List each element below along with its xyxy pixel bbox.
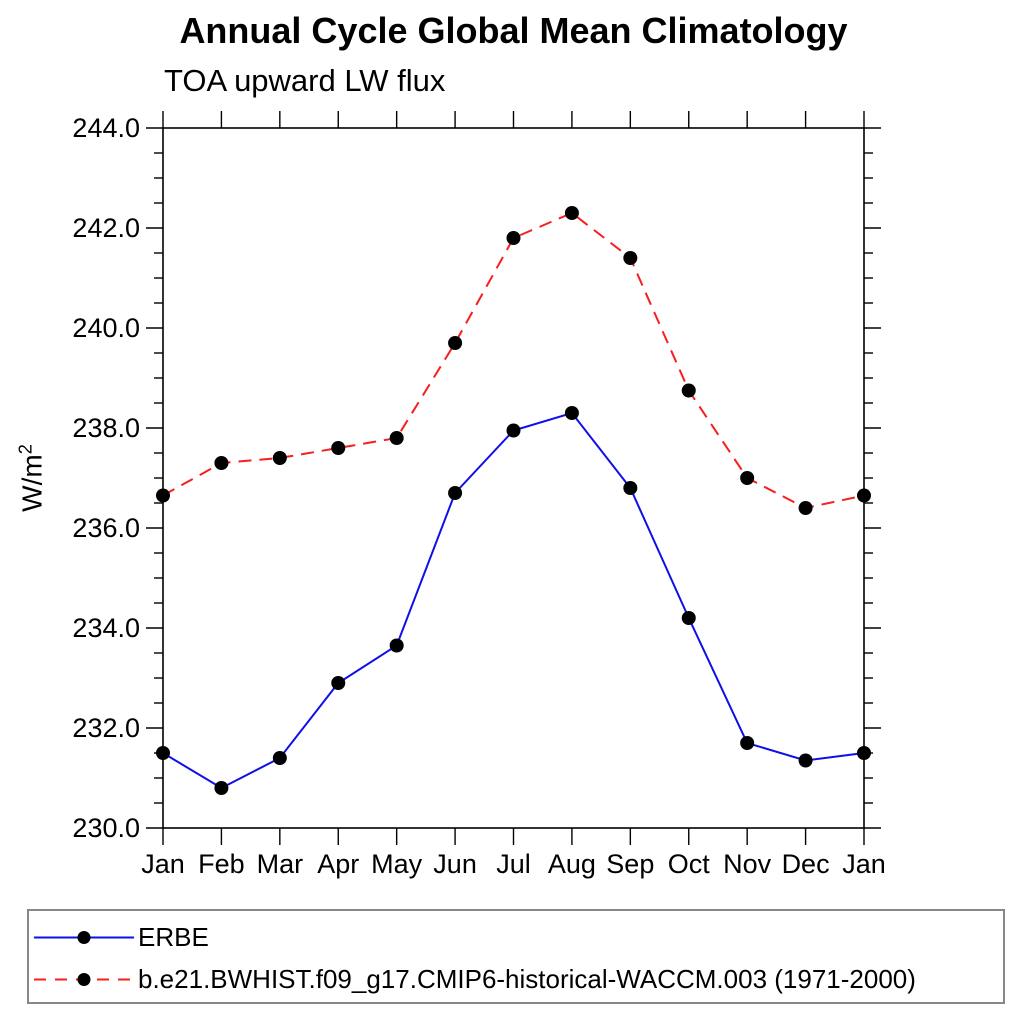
data-point-marker [448,336,463,350]
data-point-marker [506,423,521,438]
y-tick-label: 238.0 [72,413,140,443]
legend-dashed-line-icon [34,972,134,986]
series-line-erbe [162,411,865,790]
data-point-marker [389,431,404,445]
y-tick-label: 234.0 [72,613,140,643]
series-line-model [162,211,865,510]
x-tick-label: Jan [842,849,886,879]
x-tick-label: Apr [317,849,359,879]
x-tick-label: Mar [257,849,304,879]
data-point-marker [681,611,696,625]
legend-label-model: b.e21.BWHIST.f09_g17.CMIP6-historical-WA… [138,963,916,994]
data-point-marker [272,451,287,465]
data-point-marker [857,746,871,760]
y-tick-label: 244.0 [72,113,140,143]
legend-key-marker [77,930,91,944]
x-tick-label: Sep [606,849,654,879]
data-point-marker [623,481,638,495]
legend-solid-line-icon [34,930,134,944]
data-point-marker [740,471,755,485]
y-tick-label: 232.0 [72,713,140,743]
x-tick-label: Feb [198,849,245,879]
data-point-marker [857,488,871,503]
data-point-marker [156,746,170,760]
data-point-marker [506,231,521,245]
y-tick-label: 230.0 [72,813,140,843]
chart-title: Annual Cycle Global Mean Climatology [179,10,848,51]
x-tick-label: Nov [723,849,772,879]
legend-item-model: b.e21.BWHIST.f09_g17.CMIP6-historical-WA… [29,958,1003,1000]
data-point-marker [798,753,813,768]
data-point-marker [331,441,346,455]
legend-key-marker [77,972,91,986]
y-tick-label: 242.0 [72,213,140,243]
data-point-marker [156,488,170,503]
x-tick-label: Jul [496,849,531,879]
data-point-marker [681,383,696,398]
data-point-marker [564,206,579,220]
data-point-marker [272,751,287,765]
y-tick-label: 236.0 [72,513,140,543]
data-point-marker [389,638,404,653]
data-point-marker [564,406,579,420]
x-tick-label: Dec [782,849,830,879]
legend-item-erbe: ERBE [29,916,1003,958]
legend: ERBE b.e21.BWHIST.f09_g17.CMIP6-historic… [27,909,1005,1004]
data-point-marker [214,781,229,795]
x-tick-label: Oct [668,849,711,879]
data-point-marker [331,676,346,690]
data-point-marker [448,486,463,500]
data-point-marker [740,736,755,750]
data-point-marker [623,251,638,265]
x-tick-label: Jan [141,849,185,879]
x-tick-label: Jun [433,849,477,879]
x-tick-label: May [371,849,423,879]
y-tick-label: 240.0 [72,313,140,343]
x-tick-label: Aug [548,849,596,879]
chart-subtitle: TOA upward LW flux [164,63,446,98]
data-point-marker [214,456,229,470]
legend-label-erbe: ERBE [138,921,209,952]
data-point-marker [798,501,813,515]
